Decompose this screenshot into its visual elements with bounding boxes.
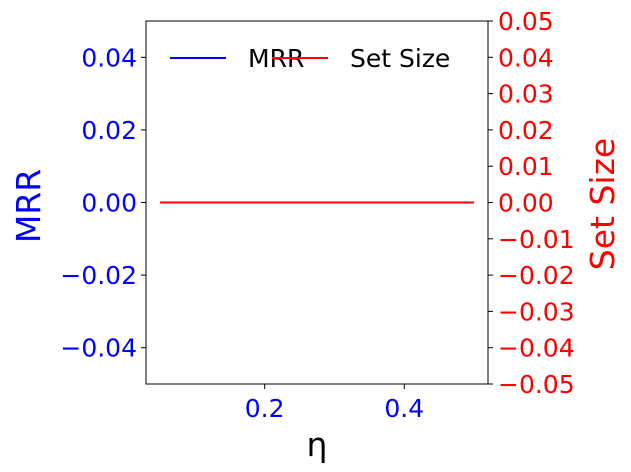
y-right-tick-label: 0.01 bbox=[498, 152, 554, 181]
y-left-axis: −0.04 −0.02 0.00 0.02 0.04 bbox=[60, 43, 146, 363]
y-right-axis: −0.05 −0.04 −0.03 −0.02 −0.01 0.00 0.01 0.02 0.0… bbox=[488, 7, 575, 399]
y-left-tick-label: −0.02 bbox=[60, 261, 137, 290]
y-left-axis-label: MRR bbox=[9, 169, 48, 243]
x-tick-label: 0.4 bbox=[384, 394, 424, 423]
y-right-tick-label: 0.02 bbox=[498, 116, 554, 145]
y-right-tick-label: 0.05 bbox=[498, 7, 554, 36]
y-left-tick-label: 0.02 bbox=[81, 116, 137, 145]
y-left-tick-label: −0.04 bbox=[60, 334, 137, 363]
y-left-tick-label: 0.00 bbox=[81, 189, 137, 218]
x-tick-label: 0.2 bbox=[245, 394, 285, 423]
y-right-tick-label: 0.00 bbox=[498, 189, 554, 218]
y-right-tick-label: −0.01 bbox=[498, 225, 575, 254]
y-right-tick-label: −0.03 bbox=[498, 297, 575, 326]
y-left-tick-label: 0.04 bbox=[81, 43, 137, 72]
legend: MRR Set Size bbox=[170, 44, 450, 73]
y-right-tick-label: 0.03 bbox=[498, 80, 554, 109]
legend-label-set-size: Set Size bbox=[350, 44, 450, 73]
y-right-tick-label: −0.05 bbox=[498, 370, 575, 399]
x-axis: 0.2 0.4 bbox=[245, 384, 424, 423]
y-right-axis-label: Set Size bbox=[583, 138, 622, 270]
y-right-tick-label: −0.02 bbox=[498, 261, 575, 290]
y-right-tick-label: −0.04 bbox=[498, 334, 575, 363]
y-right-tick-label: 0.04 bbox=[498, 43, 554, 72]
x-axis-label: η bbox=[307, 425, 328, 464]
